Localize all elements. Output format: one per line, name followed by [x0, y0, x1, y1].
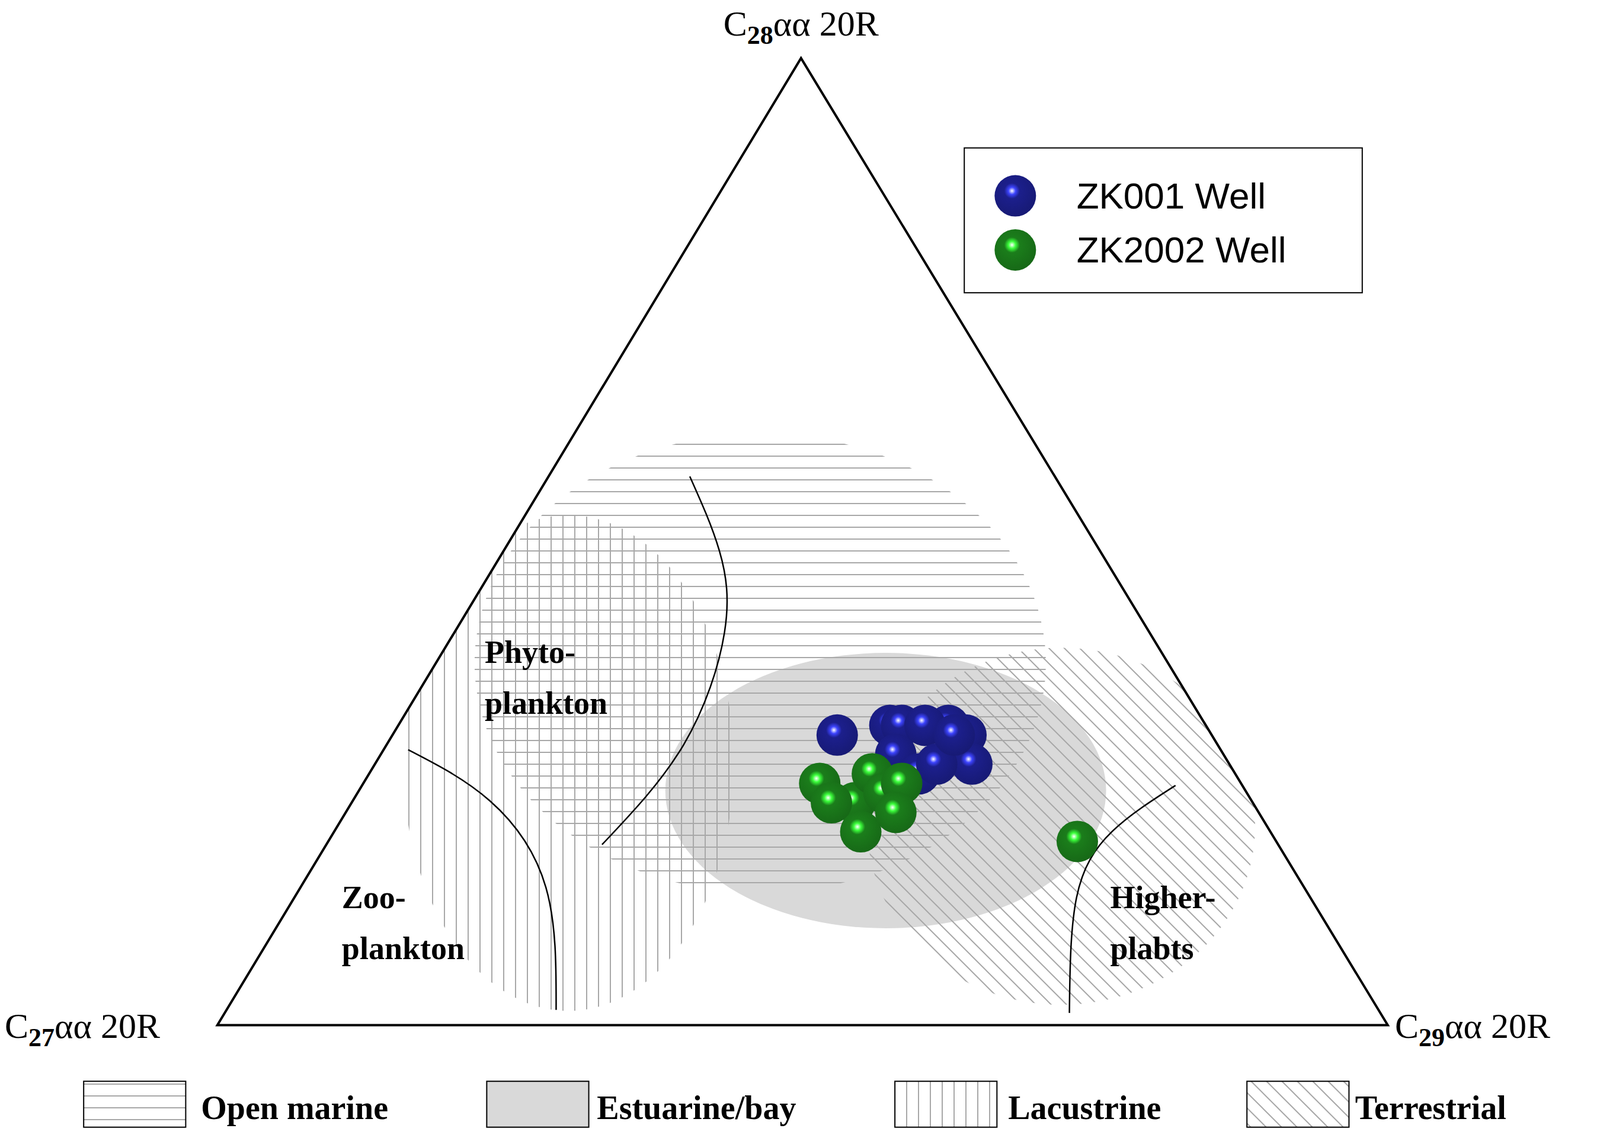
axis-label: C27αα 20R: [4, 1006, 160, 1053]
axis-label: C29αα 20R: [1394, 1006, 1551, 1053]
environment-label: Open marine: [200, 1089, 389, 1127]
field-boundary: [602, 476, 728, 846]
legend-marker: [994, 175, 1036, 217]
sample-point: [816, 714, 859, 757]
environment-swatch: [894, 1081, 997, 1128]
terrestrial-field: [867, 647, 1256, 1006]
environment-label: Lacustrine: [1008, 1089, 1161, 1127]
field-label: Higher-: [1109, 880, 1216, 916]
field-label: plabts: [1109, 930, 1194, 967]
environment-label: Estuarine/bay: [596, 1089, 796, 1127]
field-label: plankton: [484, 685, 608, 722]
field-label: Zoo-: [341, 880, 406, 916]
sample-point: [1056, 820, 1099, 863]
environment-swatch: [1246, 1081, 1349, 1128]
field-label: Phyto-: [484, 634, 576, 671]
sample-point: [875, 791, 917, 834]
points: [798, 705, 1099, 863]
field-boundary: [408, 750, 557, 1011]
environment-label: Terrestrial: [1355, 1089, 1507, 1127]
chart: Phyto-plankton Zoo-plankton Higher-plabts C…: [0, 0, 1600, 1138]
legend-marker: [994, 229, 1036, 271]
legend: ZK001 Well ZK2002 Well: [964, 148, 1363, 294]
environment-fields: [402, 433, 1256, 1012]
legend-label: ZK2002 Well: [1076, 229, 1287, 271]
field-label: plankton: [341, 930, 465, 967]
triangle-frame: [217, 58, 1388, 1026]
legend-label: ZK001 Well: [1076, 175, 1266, 217]
axis-label: C28αα 20R: [723, 4, 879, 50]
sample-point: [810, 782, 853, 824]
environment-swatch: [83, 1081, 186, 1128]
environment-swatch: [486, 1081, 589, 1128]
legend-box: [964, 148, 1363, 294]
sample-point: [933, 714, 975, 757]
